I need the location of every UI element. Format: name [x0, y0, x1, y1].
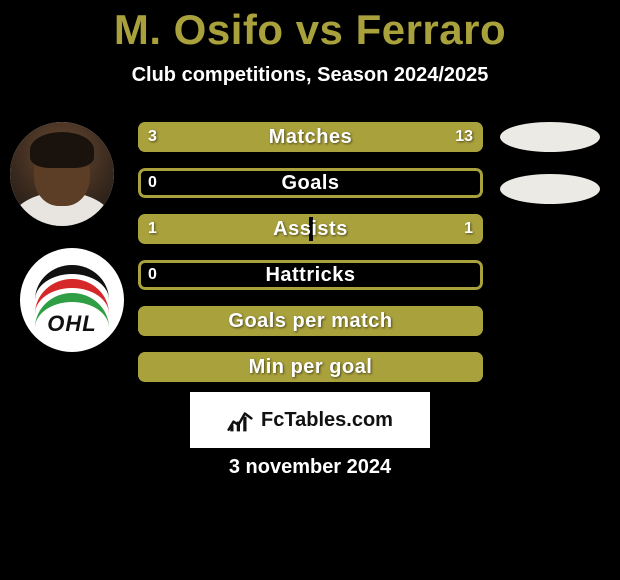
stat-bar: Min per goal: [138, 352, 483, 382]
date: 3 november 2024: [0, 456, 620, 479]
stat-bar: 0Hattricks: [138, 260, 483, 290]
stat-bar: 0Goals: [138, 168, 483, 198]
page-title: M. Osifo vs Ferraro: [0, 0, 620, 54]
club-logo: OHL: [20, 248, 124, 352]
stat-label: Matches: [138, 122, 483, 152]
stat-label: Min per goal: [138, 352, 483, 382]
left-avatars: OHL: [8, 122, 128, 352]
stat-bar: 11Assists: [138, 214, 483, 244]
stat-label: Goals: [138, 168, 483, 198]
opponent-club-logo: [500, 174, 600, 204]
right-avatars: [500, 122, 600, 226]
stat-bar: Goals per match: [138, 306, 483, 336]
club-name: OHL: [31, 311, 113, 337]
site-logo: FcTables.com: [190, 392, 430, 448]
chart-icon: [227, 407, 253, 433]
player-avatar: [10, 122, 114, 226]
stat-label: Hattricks: [138, 260, 483, 290]
site-logo-text: FcTables.com: [261, 409, 393, 432]
stat-bar: 313Matches: [138, 122, 483, 152]
stat-label: Assists: [138, 214, 483, 244]
stat-label: Goals per match: [138, 306, 483, 336]
opponent-avatar: [500, 122, 600, 152]
subtitle: Club competitions, Season 2024/2025: [0, 64, 620, 87]
stat-bars: 313Matches 0Goals 11Assists 0Hattricks Goals…: [138, 122, 483, 398]
